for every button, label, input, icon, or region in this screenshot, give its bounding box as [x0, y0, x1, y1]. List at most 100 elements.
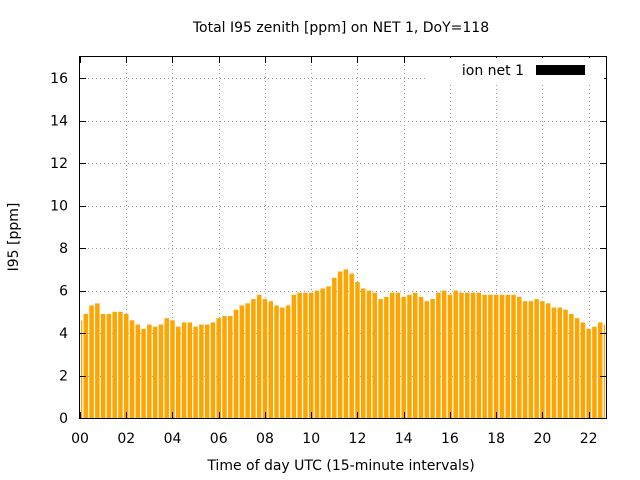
bar: [499, 294, 505, 418]
x-tick-label: 20: [534, 431, 552, 447]
legend-swatch-ion-net-1: [536, 65, 585, 75]
bar: [360, 288, 366, 418]
bar: [447, 294, 453, 418]
bar: [297, 292, 302, 418]
bar: [251, 299, 256, 418]
bar: [517, 296, 522, 418]
bar-series-ion-net-1: [81, 269, 605, 418]
plot-frame: [79, 56, 607, 419]
bar: [557, 307, 563, 418]
y-tick-label: 2: [59, 369, 68, 385]
bar: [135, 324, 141, 418]
bar: [522, 301, 528, 418]
bar: [204, 324, 210, 418]
bar: [488, 294, 493, 418]
bar: [343, 269, 349, 418]
chart-title: Total I95 zenith [ppm] on NET 1, DoY=118: [192, 20, 489, 36]
bar: [112, 311, 117, 418]
bar: [187, 322, 193, 418]
y-axis-tick-labels: 0 2 4 6 8 10 12 14 16: [50, 71, 68, 427]
bar: [199, 324, 204, 418]
bar: [395, 292, 401, 418]
x-tick-label: 12: [349, 431, 367, 447]
bar: [228, 316, 233, 418]
bar: [170, 320, 175, 418]
x-tick-label: 04: [164, 431, 182, 447]
bar: [563, 309, 568, 418]
bar: [233, 309, 239, 418]
bar: [158, 324, 164, 418]
bar: [407, 294, 412, 418]
bar: [256, 294, 262, 418]
bar: [545, 303, 551, 418]
bar: [603, 324, 605, 418]
y-tick-label: 4: [59, 326, 68, 342]
bar: [129, 320, 135, 418]
bar: [280, 307, 285, 418]
bar: [476, 292, 482, 418]
bar: [164, 318, 169, 418]
bar: [366, 290, 372, 418]
bar: [274, 305, 279, 418]
x-tick-label: 14: [395, 431, 413, 447]
bar: [355, 282, 360, 418]
bar: [580, 322, 586, 418]
y-tick-label: 12: [50, 156, 68, 172]
bar: [326, 286, 331, 418]
x-tick-label: 18: [487, 431, 505, 447]
bar: [493, 294, 499, 418]
legend-label-ion-net-1: ion net 1: [462, 63, 524, 79]
x-tick-label: 22: [580, 431, 598, 447]
bar: [83, 313, 89, 418]
y-tick-label: 16: [50, 71, 68, 87]
bar: [540, 301, 545, 418]
bar: [430, 299, 435, 418]
x-tick-label: 16: [441, 431, 459, 447]
legend: ion net 1: [428, 58, 604, 82]
bar: [389, 292, 395, 418]
bar: [216, 318, 221, 418]
bar: [123, 313, 129, 418]
bar: [141, 328, 146, 418]
x-tick-label: 06: [210, 431, 228, 447]
x-tick-label: 02: [117, 431, 135, 447]
y-tick-label: 0: [59, 411, 68, 427]
bar: [378, 299, 383, 418]
bar: [412, 292, 418, 418]
bar: [337, 271, 343, 418]
bar: [320, 288, 326, 418]
bar: [95, 303, 100, 418]
bar: [193, 326, 198, 418]
bar: [349, 273, 354, 418]
bar: [176, 326, 181, 418]
bar: [152, 326, 158, 418]
bar: [100, 313, 106, 418]
y-tick-label: 14: [50, 114, 68, 130]
x-tick-label: 08: [256, 431, 274, 447]
bar: [285, 305, 291, 418]
bar: [89, 305, 94, 418]
bar: [597, 322, 603, 418]
bar: [569, 313, 574, 418]
y-tick-label: 10: [50, 199, 68, 215]
bar: [303, 292, 308, 418]
bar: [268, 301, 274, 418]
bar: [511, 294, 516, 418]
bar: [106, 313, 112, 418]
bar: [436, 292, 441, 418]
x-tick-label: 10: [302, 431, 320, 447]
bar: [482, 294, 487, 418]
bar: [118, 311, 123, 418]
bar: [372, 292, 378, 418]
bar: [574, 318, 580, 418]
bar: [239, 305, 245, 418]
bar: [551, 307, 557, 418]
bar: [441, 290, 447, 418]
bar: [245, 303, 250, 418]
bar: [210, 322, 216, 418]
bar: [401, 296, 406, 418]
bar: [332, 277, 337, 418]
bar: [181, 322, 187, 418]
bar: [314, 290, 320, 418]
